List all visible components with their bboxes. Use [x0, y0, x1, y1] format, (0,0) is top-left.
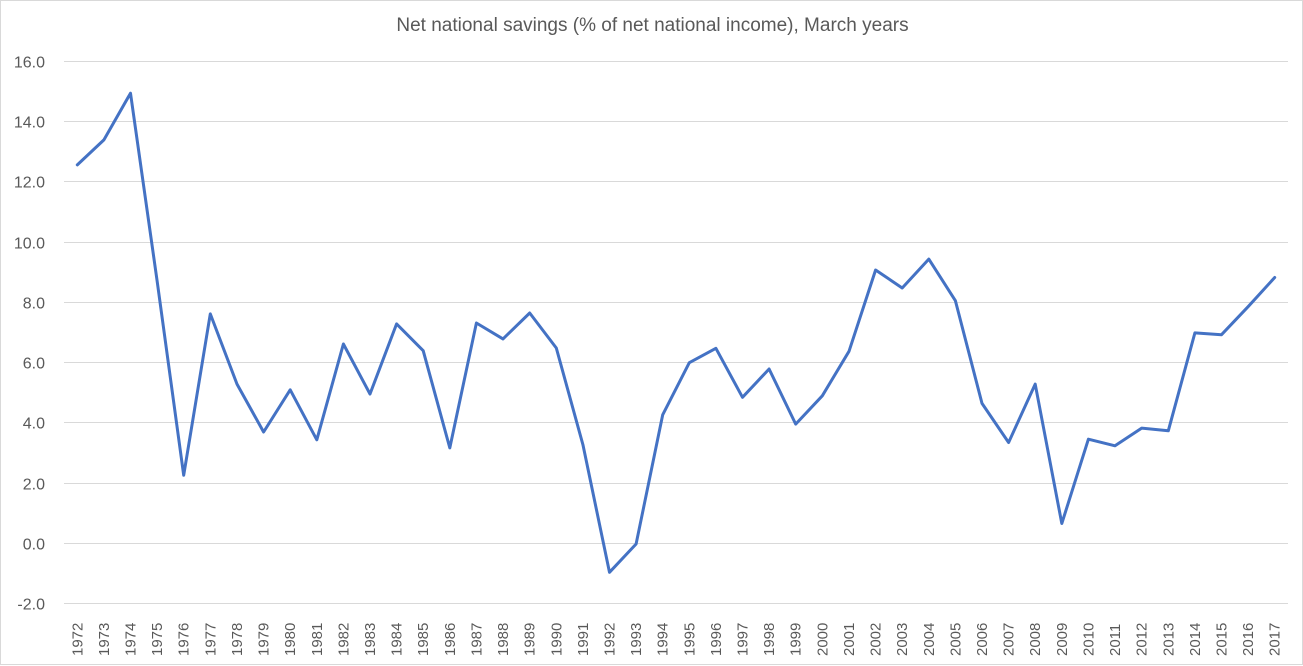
x-tick-label: 1972 — [69, 623, 86, 656]
x-tick-label: 1981 — [309, 623, 326, 656]
x-tick-label: 1999 — [788, 623, 805, 656]
x-tick-label: 1973 — [96, 623, 113, 656]
x-tick-label: 1992 — [601, 623, 618, 656]
x-tick-label: 1982 — [335, 623, 352, 656]
x-tick-label: 2009 — [1054, 623, 1071, 656]
x-tick-label: 2004 — [921, 623, 938, 656]
x-tick-label: 2016 — [1240, 623, 1257, 656]
x-tick-label: 1984 — [389, 623, 406, 656]
x-tick-label: 2003 — [894, 623, 911, 656]
x-axis-ticks: 1972 1973 1974 1975 1976 1977 1978 1979 1980 1981… — [69, 623, 1283, 656]
chart-title: Net national savings (% of net national … — [396, 15, 909, 36]
x-tick-label: 1980 — [282, 623, 299, 656]
x-tick-label: 1975 — [149, 623, 166, 656]
y-tick-label: 4.0 — [23, 416, 45, 433]
x-tick-label: 1996 — [708, 623, 725, 656]
y-tick-label: 0.0 — [23, 537, 45, 554]
x-tick-label: 2013 — [1160, 623, 1177, 656]
x-tick-label: 2002 — [868, 623, 885, 656]
y-tick-label: 10.0 — [14, 236, 45, 253]
x-tick-label: 1977 — [202, 623, 219, 656]
gridlines — [64, 61, 1288, 604]
x-tick-label: 1998 — [761, 623, 778, 656]
x-tick-label: 1995 — [681, 623, 698, 656]
y-tick-label: 2.0 — [23, 477, 45, 494]
x-tick-label: 2017 — [1267, 623, 1284, 656]
y-tick-label: 14.0 — [14, 115, 45, 132]
x-tick-label: 2001 — [841, 623, 858, 656]
x-tick-label: 2010 — [1080, 623, 1097, 656]
x-tick-label: 1990 — [548, 623, 565, 656]
x-tick-label: 2006 — [974, 623, 991, 656]
y-tick-label: 8.0 — [23, 296, 45, 313]
y-tick-label: 16.0 — [14, 55, 45, 72]
x-tick-label: 1986 — [442, 623, 459, 656]
x-tick-label: 1983 — [362, 623, 379, 656]
x-tick-label: 1978 — [229, 623, 246, 656]
series-line-net-national-savings — [75, 91, 1277, 574]
x-tick-label: 1974 — [123, 623, 140, 656]
x-tick-label: 2012 — [1134, 623, 1151, 656]
x-tick-label: 1994 — [655, 623, 672, 656]
y-tick-label: -2.0 — [17, 597, 45, 614]
x-tick-label: 1976 — [176, 623, 193, 656]
x-tick-label: 2000 — [814, 623, 831, 656]
x-tick-label: 1987 — [468, 623, 485, 656]
x-tick-label: 1989 — [522, 623, 539, 656]
x-tick-label: 1993 — [628, 623, 645, 656]
y-axis-ticks: 16.0 14.0 12.0 10.0 8.0 6.0 4.0 2.0 0.0 -2.0 — [14, 55, 45, 614]
x-tick-label: 2005 — [947, 623, 964, 656]
x-tick-label: 1997 — [735, 623, 752, 656]
x-tick-label: 1985 — [415, 623, 432, 656]
x-tick-label: 2008 — [1027, 623, 1044, 656]
x-tick-label: 1988 — [495, 623, 512, 656]
x-tick-label: 1991 — [575, 623, 592, 656]
x-tick-label: 2007 — [1001, 623, 1018, 656]
y-tick-label: 12.0 — [14, 175, 45, 192]
x-tick-label: 2011 — [1107, 624, 1124, 656]
y-tick-label: 6.0 — [23, 356, 45, 373]
x-tick-label: 2014 — [1187, 623, 1204, 656]
x-tick-label: 2015 — [1213, 623, 1230, 656]
x-tick-label: 1979 — [256, 623, 273, 656]
